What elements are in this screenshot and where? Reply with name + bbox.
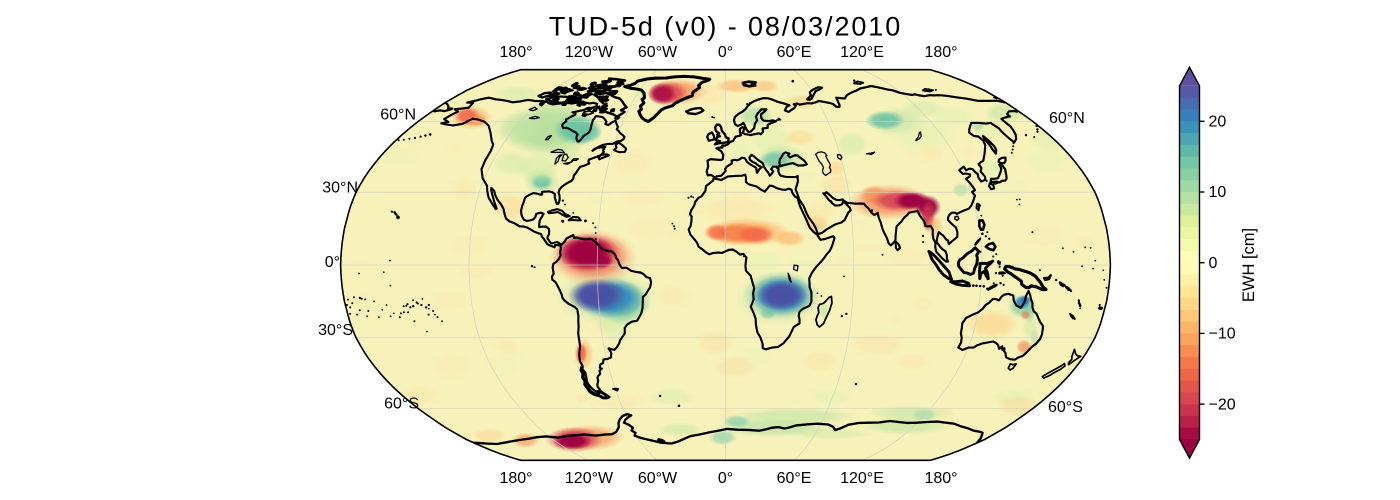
svg-text:180°: 180° <box>924 470 957 487</box>
svg-text:120°E: 120°E <box>840 44 884 61</box>
svg-text:60°N: 60°N <box>380 106 416 123</box>
svg-text:20: 20 <box>1209 114 1227 131</box>
svg-text:−10: −10 <box>1209 326 1236 343</box>
svg-text:10: 10 <box>1209 184 1227 201</box>
svg-text:60°S: 60°S <box>384 396 419 413</box>
svg-text:120°E: 120°E <box>840 470 884 487</box>
svg-text:180°: 180° <box>499 470 532 487</box>
svg-text:0°: 0° <box>325 254 340 271</box>
svg-text:60°W: 60°W <box>638 44 678 61</box>
svg-text:60°W: 60°W <box>638 470 678 487</box>
svg-text:TUD-5d (v0) - 08/03/2010: TUD-5d (v0) - 08/03/2010 <box>549 12 902 42</box>
svg-text:120°W: 120°W <box>565 470 614 487</box>
svg-text:30°N: 30°N <box>322 180 358 197</box>
svg-text:180°: 180° <box>924 44 957 61</box>
svg-text:0: 0 <box>1209 255 1218 272</box>
svg-text:0°: 0° <box>718 44 733 61</box>
svg-text:EWH [cm]: EWH [cm] <box>1240 228 1258 302</box>
svg-text:0°: 0° <box>718 470 733 487</box>
svg-text:−20: −20 <box>1209 396 1236 413</box>
svg-text:120°W: 120°W <box>565 44 614 61</box>
svg-text:60°S: 60°S <box>1048 399 1083 416</box>
svg-text:30°S: 30°S <box>318 322 353 339</box>
svg-text:60°N: 60°N <box>1049 110 1085 127</box>
svg-text:60°E: 60°E <box>777 44 812 61</box>
svg-text:60°E: 60°E <box>777 470 812 487</box>
svg-text:180°: 180° <box>499 44 532 61</box>
